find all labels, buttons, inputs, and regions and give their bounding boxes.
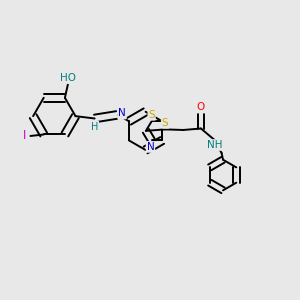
Text: S: S xyxy=(148,110,155,120)
Text: S: S xyxy=(162,118,168,128)
Text: I: I xyxy=(23,130,26,142)
Text: N: N xyxy=(147,142,154,152)
Text: H: H xyxy=(91,122,98,132)
Text: NH: NH xyxy=(207,140,223,150)
Text: O: O xyxy=(197,102,205,112)
Text: HO: HO xyxy=(60,73,76,83)
Text: N: N xyxy=(118,109,126,118)
